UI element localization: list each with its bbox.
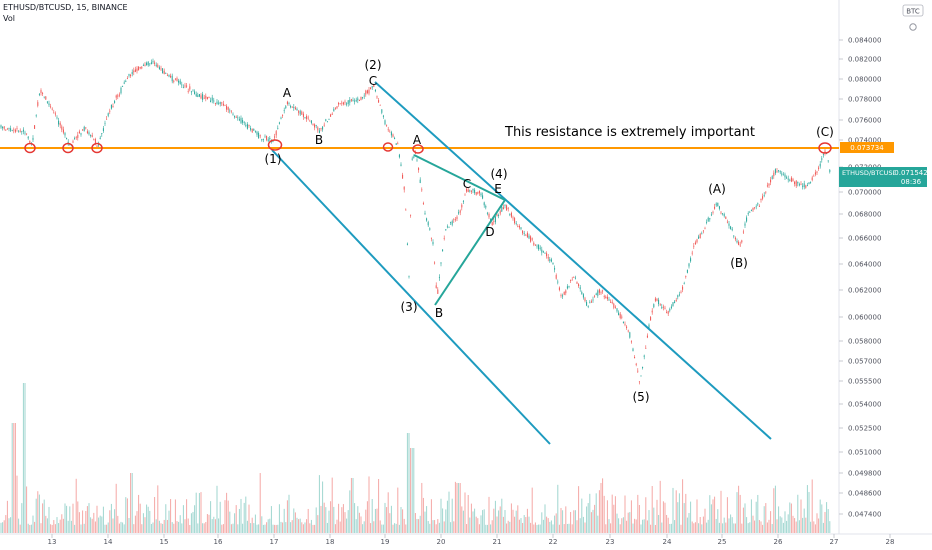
price-tick-label: 0.055500 bbox=[848, 378, 881, 386]
price-tick-label: 0.074000 bbox=[848, 137, 881, 145]
price-tick-label: 0.070000 bbox=[848, 189, 881, 197]
time-tick-label: 15 bbox=[160, 538, 169, 546]
time-tick-label: 13 bbox=[48, 538, 57, 546]
wave-label-a1: A bbox=[283, 86, 292, 100]
price-tick-label: 0.076000 bbox=[848, 117, 881, 125]
price-tag-countdown: 08:36 bbox=[901, 178, 922, 186]
wave-label-a2: A bbox=[413, 133, 422, 147]
wave-label-d: D bbox=[485, 225, 494, 239]
price-tick-label: 0.078000 bbox=[848, 96, 881, 104]
price-tick-label: 0.051000 bbox=[848, 449, 881, 457]
time-tick-label: 14 bbox=[104, 538, 113, 546]
wave-label-big-a: (A) bbox=[708, 182, 726, 196]
price-tick-label: 0.047400 bbox=[848, 511, 881, 519]
chart-header-symbol[interactable]: ETHUSD/BTCUSD, 15, BINANCE bbox=[3, 3, 128, 12]
price-tick-label: 0.068000 bbox=[848, 211, 881, 219]
wave-label-4: (4) bbox=[491, 167, 508, 181]
price-tick-label: 0.080000 bbox=[848, 76, 881, 84]
channel-upper-line[interactable] bbox=[374, 81, 772, 440]
time-tick-label: 23 bbox=[606, 538, 615, 546]
volume-indicator-label[interactable]: Vol bbox=[3, 14, 15, 23]
wave-labels: (1) (2) (3) (4) (5) A B C A B C D E (A) … bbox=[265, 58, 834, 404]
wave-label-1: (1) bbox=[265, 152, 282, 166]
touch-circles bbox=[24, 139, 832, 154]
wave-label-5: (5) bbox=[633, 390, 650, 404]
price-tick-label: 0.052500 bbox=[848, 425, 881, 433]
price-tick-label: 0.058000 bbox=[848, 338, 881, 346]
wave-label-c1: C bbox=[369, 74, 377, 88]
last-price-tag: ETHUSD/BTCUSD 0.071542 08:36 bbox=[839, 167, 928, 187]
price-tick-label: 0.064000 bbox=[848, 261, 881, 269]
volume-bars bbox=[0, 383, 831, 533]
resistance-price-value: 0.073734 bbox=[850, 144, 884, 152]
wave-label-b1: B bbox=[315, 133, 323, 147]
price-tick-label: 0.066000 bbox=[848, 235, 881, 243]
resistance-price-tag: 0.073734 bbox=[840, 142, 894, 153]
time-tick-label: 17 bbox=[270, 538, 279, 546]
wave-label-b2: B bbox=[435, 306, 443, 320]
currency-badge[interactable]: BTC bbox=[902, 4, 924, 17]
time-tick-label: 16 bbox=[214, 538, 223, 546]
price-tick-label: 0.048600 bbox=[848, 490, 881, 498]
time-tick-label: 26 bbox=[774, 538, 783, 546]
time-tick-label: 28 bbox=[886, 538, 895, 546]
channel-lower-line[interactable] bbox=[271, 149, 551, 445]
wave-label-big-b: (B) bbox=[730, 256, 748, 270]
time-tick-label: 19 bbox=[381, 538, 390, 546]
price-tick-label: 0.084000 bbox=[848, 37, 881, 45]
price-tick-label: 0.060000 bbox=[848, 314, 881, 322]
time-tick-label: 18 bbox=[326, 538, 335, 546]
time-tick-label: 22 bbox=[549, 538, 558, 546]
triangle-pattern[interactable] bbox=[413, 154, 506, 306]
resistance-annotation[interactable]: This resistance is extremely important bbox=[504, 125, 755, 140]
time-tick-label: 27 bbox=[830, 538, 839, 546]
time-tick-label: 21 bbox=[493, 538, 502, 546]
time-tick-label: 20 bbox=[437, 538, 446, 546]
price-axis[interactable]: 0.084000 0.082000 0.080000 0.078000 0.076000… bbox=[839, 37, 881, 519]
settings-icon[interactable] bbox=[909, 23, 917, 31]
wave-label-2: (2) bbox=[365, 58, 382, 72]
time-tick-label: 24 bbox=[663, 538, 672, 546]
wave-label-3: (3) bbox=[401, 300, 418, 314]
currency-badge-label: BTC bbox=[906, 8, 920, 16]
price-tick-label: 0.049800 bbox=[848, 470, 881, 478]
price-tick-label: 0.057000 bbox=[848, 358, 881, 366]
candles bbox=[0, 58, 831, 385]
wave-label-big-c: (C) bbox=[816, 125, 834, 139]
price-tick-label: 0.054000 bbox=[848, 401, 881, 409]
time-axis[interactable]: 13 14 15 16 17 18 19 20 21 22 23 24 25 26 27 28 bbox=[48, 534, 895, 546]
wave-label-e: E bbox=[494, 182, 502, 196]
price-tick-label: 0.062000 bbox=[848, 287, 881, 295]
wave-label-c2: C bbox=[463, 177, 471, 191]
price-tag-symbol: ETHUSD/BTCUSD bbox=[842, 169, 898, 177]
price-tag-value: 0.071542 bbox=[894, 169, 927, 177]
price-tick-label: 0.082000 bbox=[848, 56, 881, 64]
time-tick-label: 25 bbox=[718, 538, 727, 546]
